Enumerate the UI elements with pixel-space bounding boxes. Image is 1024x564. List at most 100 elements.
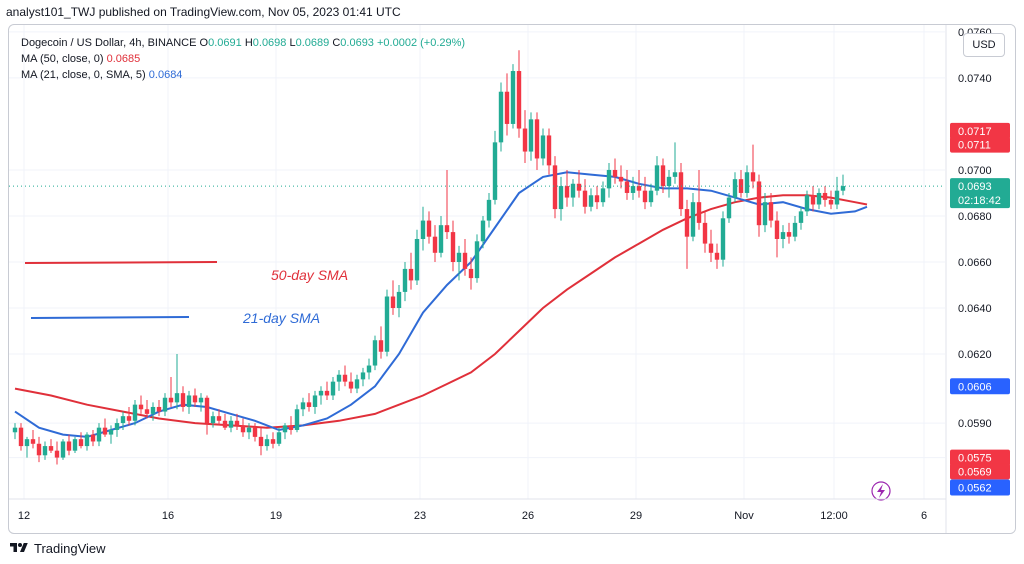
time-axis: 12 16 19 23 26 29 Nov 12:00 6 [9,498,946,522]
candle-body [618,176,624,182]
x-tick-label: 26 [522,510,534,522]
candle-body [378,340,384,352]
candle-body [24,439,30,447]
candle-body [426,220,432,237]
price-label-text: 0.0606 [958,381,992,393]
candle-body [36,443,42,456]
ma50-annotation-label: 50-day SMA [271,267,348,283]
candle-body [252,427,258,437]
candle-body [198,397,204,403]
candle-body [390,296,396,309]
candle-body [300,402,306,410]
candle-body [150,406,156,414]
candle-body [258,436,264,447]
low-value: 0.0689 [295,37,330,49]
candle-body [414,238,420,281]
candle-body [660,165,666,187]
candle-body [480,220,486,242]
candle-body [270,439,276,444]
candle-body [486,199,492,221]
candle-body [702,222,708,244]
candle-body [582,190,588,207]
candle-body [744,172,750,193]
candle-body [396,291,402,309]
candle-body [780,232,786,239]
candle-body [504,91,510,124]
price-label-text: 0.0711 [958,140,991,152]
candle-body [810,195,816,205]
close-label: C [332,37,341,49]
candle-body [624,181,630,193]
ma21-layer [14,171,868,438]
candle-body [294,409,300,430]
candle-body [174,393,180,403]
candle-body [834,190,840,205]
candle-body [144,409,150,414]
candle-body [384,296,390,352]
candle-body [558,186,564,210]
candle-body [690,202,696,237]
candle-body [60,441,66,458]
x-tick-label: 16 [162,510,174,522]
candle-body [756,181,762,226]
x-tick-label: 23 [414,510,426,522]
currency-button[interactable]: USD [963,33,1005,57]
candle-body [786,232,792,237]
candle-body [552,165,558,210]
price-label-text: 0.0569 [958,466,992,478]
candle-body [510,71,516,124]
candle-body [84,434,90,447]
candle-body [180,393,186,407]
candle-body [816,192,822,205]
candle-body [804,195,810,212]
candle-body [318,390,324,396]
candle-body [762,202,768,226]
candle-body [822,192,828,200]
price-label-box [950,136,1010,153]
candle-body [498,91,504,143]
ma21-value: 0.0684 [148,69,183,81]
candle-body [732,179,738,198]
candle-body [474,241,480,279]
footer-brand[interactable]: TradingView [8,538,106,558]
candle-body [720,218,726,260]
candle-body [324,390,330,396]
candle-body [90,434,96,442]
tradingview-logo-icon [10,543,28,552]
price-label-text: 0.0575 [958,453,992,465]
candle-body [840,186,846,191]
price-label-text: 0.0562 [958,482,992,494]
candle-body [402,268,408,292]
low-label: L [289,37,296,49]
ma50-value: 0.0685 [106,53,141,65]
candle-body [546,135,552,166]
candle-body [132,404,138,421]
candle-body [66,441,72,451]
candle-body [96,427,102,442]
candle-body [564,186,570,198]
candle-body [534,119,540,159]
candle-body [72,439,78,451]
open-value: 0.0691 [208,37,242,49]
candle-body [540,135,546,159]
publisher-header: analyst101_TWJ published on TradingView.… [6,5,401,19]
y-tick-label: 0.0590 [958,418,992,430]
candle-body [156,406,162,412]
candle-body [138,404,144,410]
y-tick-label: 0.0640 [958,303,992,315]
candle-body [204,397,210,424]
candle-body [120,416,126,424]
ma21-legend-row: MA (21, close, 0, SMA, 5) 0.0684 [21,67,465,83]
candle-body [678,172,684,210]
candle-body [282,425,288,433]
candles-layer [9,50,945,465]
candle-body [708,243,714,253]
candle-body [408,268,414,281]
candle-body [666,176,672,187]
x-tick-label: 6 [921,510,927,522]
candle-body [600,188,606,203]
candle-body [276,432,282,444]
candle-body [42,446,48,456]
